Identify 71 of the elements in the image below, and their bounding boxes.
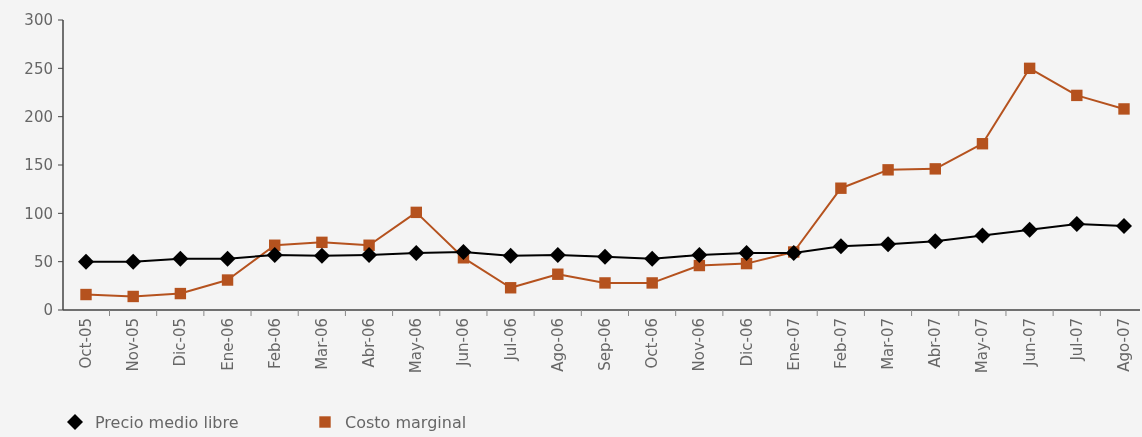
legend-label: Precio medio libre bbox=[95, 412, 239, 432]
point bbox=[504, 282, 517, 294]
y-tick-label: 50 bbox=[33, 252, 53, 271]
point bbox=[646, 277, 658, 289]
point bbox=[549, 246, 566, 263]
x-tick-label: Jun-07 bbox=[1020, 318, 1039, 367]
point bbox=[316, 236, 328, 249]
x-tick-label: Mar-07 bbox=[879, 318, 898, 370]
point bbox=[127, 290, 139, 303]
point bbox=[552, 268, 564, 280]
point bbox=[597, 248, 613, 265]
x-tick-label: Ene-06 bbox=[218, 318, 237, 371]
point bbox=[266, 246, 283, 263]
point bbox=[882, 164, 894, 176]
point bbox=[502, 247, 519, 264]
x-tick-label: Mar-06 bbox=[312, 318, 331, 370]
y-tick-label: 200 bbox=[24, 107, 53, 126]
point bbox=[410, 206, 422, 219]
y-tick-label: 300 bbox=[24, 11, 53, 30]
legend-label: Costo marginal bbox=[345, 412, 467, 432]
x-tick-label: May-07 bbox=[973, 318, 992, 374]
point bbox=[927, 233, 944, 250]
point bbox=[599, 277, 611, 289]
x-tick-label: Ago-07 bbox=[1115, 318, 1133, 372]
x-tick-label: Jul-07 bbox=[1067, 318, 1086, 362]
x-tick-label: Abr-07 bbox=[926, 318, 945, 368]
y-tick-label: 150 bbox=[24, 156, 53, 175]
x-tick-label: Nov-05 bbox=[124, 318, 143, 372]
point bbox=[832, 238, 849, 255]
point bbox=[408, 244, 425, 261]
point bbox=[1116, 217, 1132, 234]
y-tick-label: 0 bbox=[43, 301, 53, 320]
x-tick-label: Dic-06 bbox=[737, 318, 756, 367]
point bbox=[455, 244, 472, 260]
x-tick-label: Dic-05 bbox=[171, 318, 190, 367]
x-tick-label: Jun-06 bbox=[454, 318, 473, 367]
point bbox=[172, 250, 189, 267]
x-tick-label: Nov-06 bbox=[690, 318, 709, 372]
point bbox=[738, 244, 755, 261]
point bbox=[1021, 221, 1038, 238]
point bbox=[1118, 103, 1130, 115]
point bbox=[219, 250, 236, 267]
point bbox=[976, 138, 989, 150]
x-tick-label: Feb-07 bbox=[831, 318, 850, 370]
x-tick-label: Abr-06 bbox=[360, 318, 379, 368]
point bbox=[974, 227, 991, 244]
point bbox=[691, 246, 708, 263]
point bbox=[880, 236, 897, 253]
x-tick-label: Ago-06 bbox=[548, 318, 567, 372]
point bbox=[644, 250, 661, 267]
point bbox=[1071, 89, 1083, 102]
y-tick-label: 250 bbox=[24, 59, 53, 78]
point bbox=[835, 182, 847, 194]
point bbox=[174, 287, 187, 300]
point bbox=[1068, 215, 1085, 232]
x-tick-label: Jul-06 bbox=[501, 318, 520, 362]
point bbox=[221, 274, 234, 286]
point bbox=[929, 163, 941, 175]
x-tick-label: Ene-07 bbox=[784, 318, 803, 371]
x-tick-label: May-06 bbox=[407, 318, 426, 374]
point bbox=[313, 247, 330, 264]
point bbox=[1023, 62, 1036, 75]
point bbox=[125, 253, 142, 270]
x-tick-label: Oct-05 bbox=[77, 318, 95, 369]
y-tick-label: 100 bbox=[24, 204, 53, 223]
x-tick-label: Oct-06 bbox=[643, 318, 662, 369]
x-tick-label: Feb-06 bbox=[265, 318, 284, 370]
x-tick-label: Sep-06 bbox=[596, 318, 614, 371]
point bbox=[78, 253, 94, 270]
point bbox=[80, 288, 92, 301]
point bbox=[361, 246, 378, 263]
